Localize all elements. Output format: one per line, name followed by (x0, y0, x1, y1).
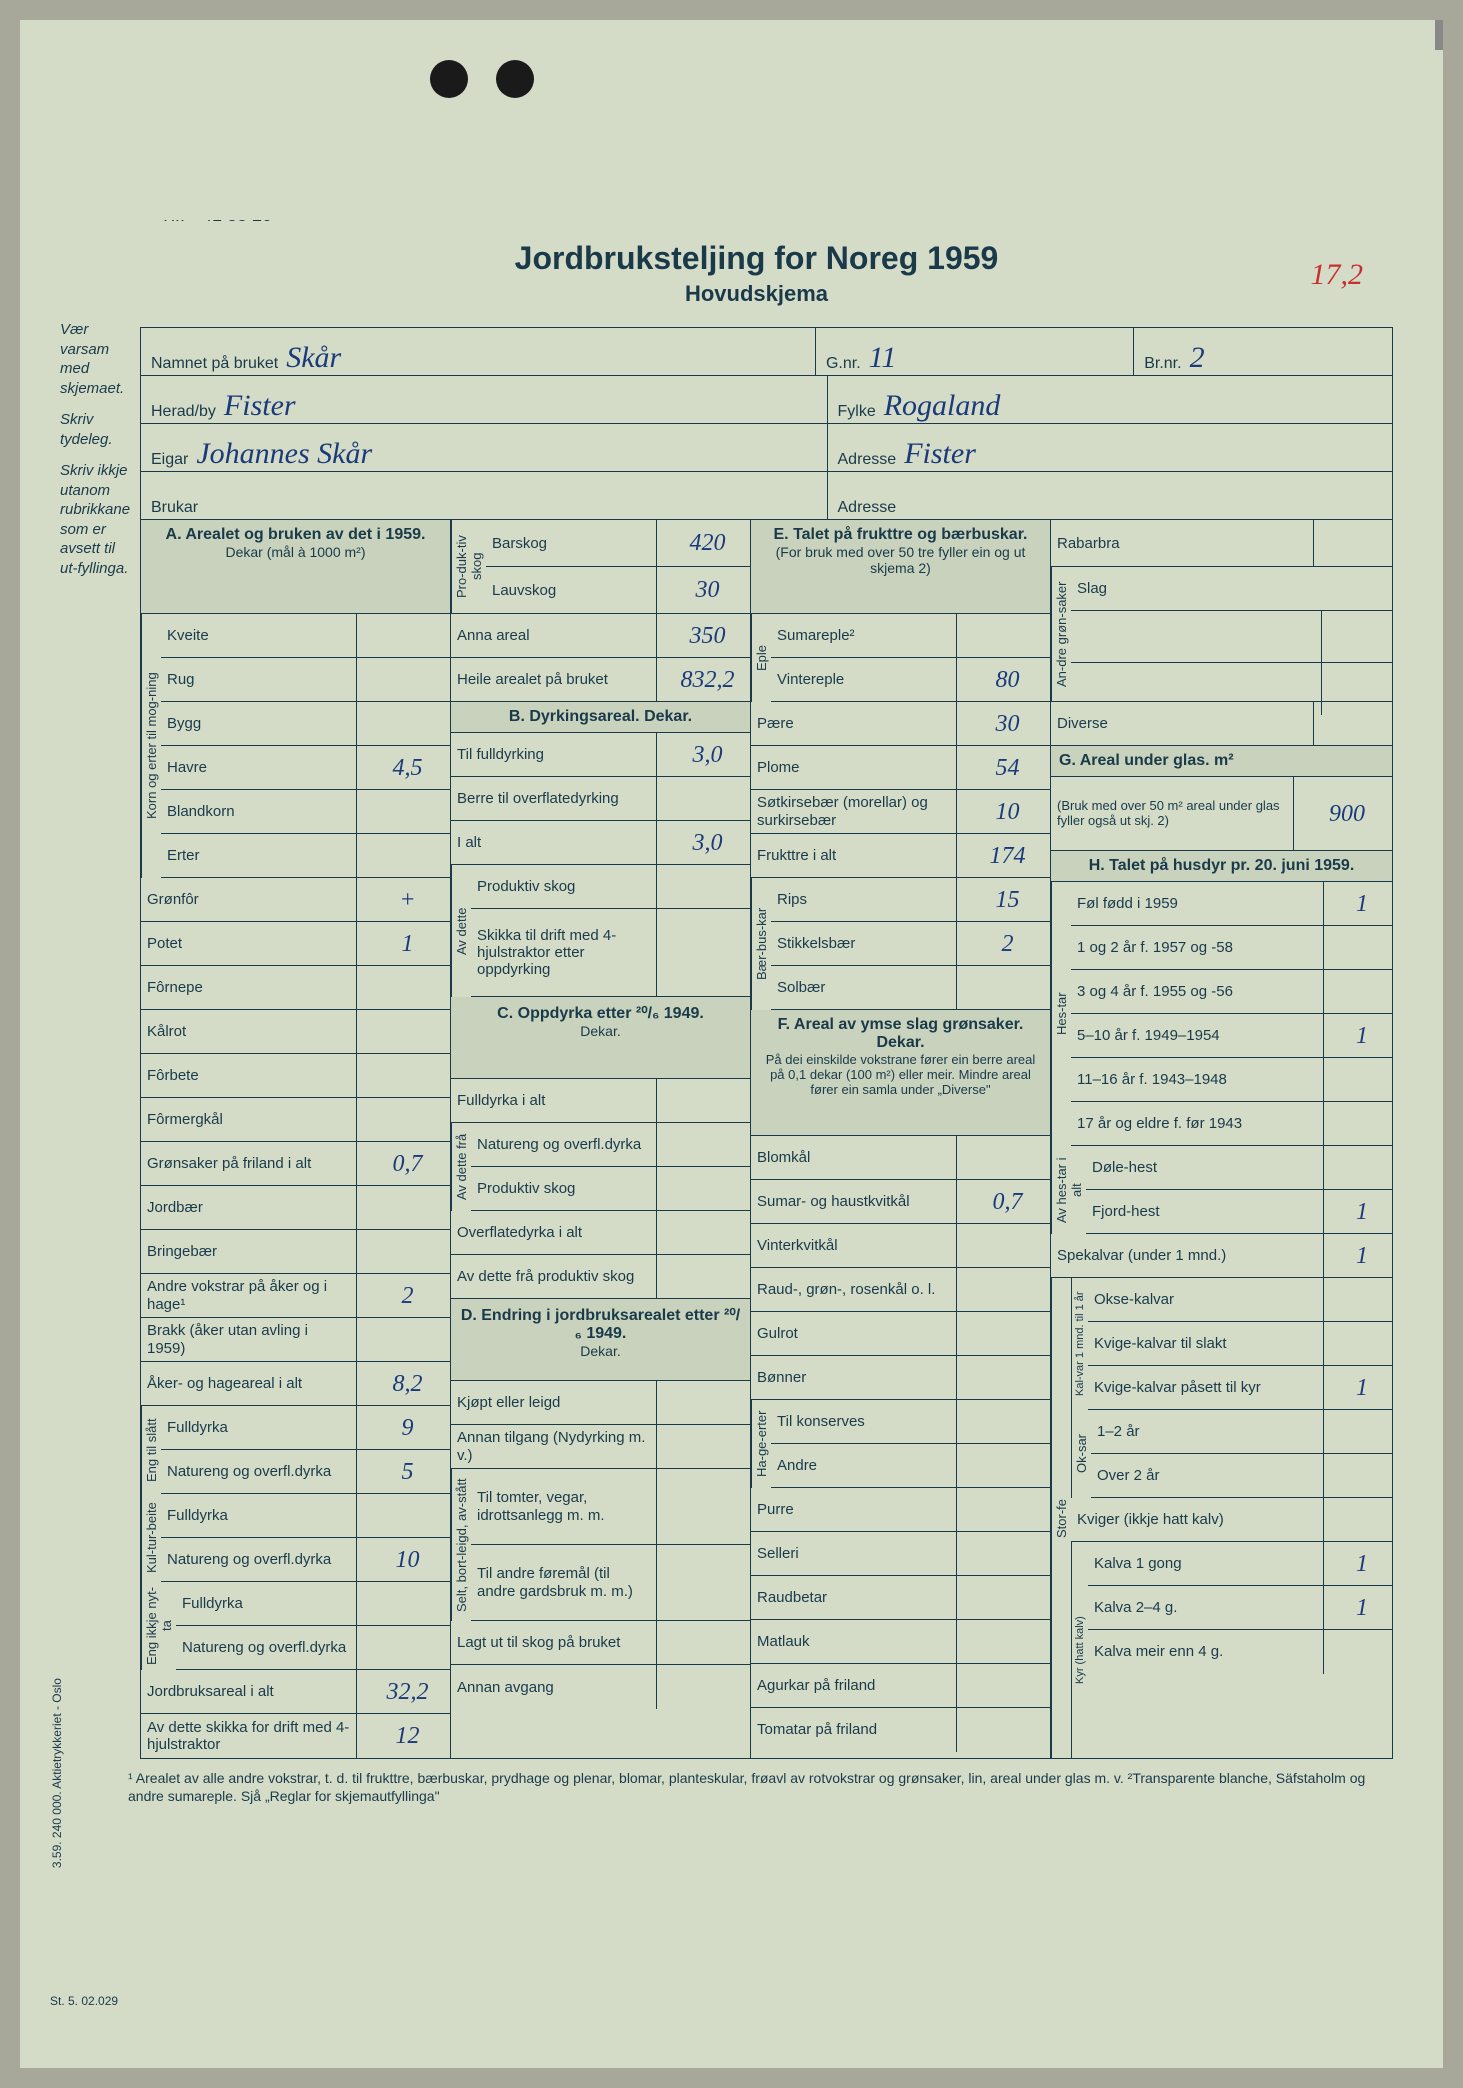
farm-name-value: Skår (286, 343, 341, 373)
adresse-value: Fister (904, 439, 976, 469)
section-bcd: Pro-duk-tiv skog Barskog420 Lauvskog30 A… (451, 520, 751, 1758)
side-print: 3.59. 240 000. Aktietrykkeriet - Oslo (50, 1678, 64, 1868)
form-code: St. 5. 02.029 (50, 1994, 118, 2008)
gnr-value: 11 (869, 343, 897, 373)
paper-notch (20, 20, 430, 220)
fylke-value: Rogaland (884, 391, 1001, 421)
form-page: Statistisk Sentralbyrå Dronningensgt. 16… (20, 20, 1443, 2068)
main-grid: A. Arealet og bruken av det i 1959. Deka… (141, 520, 1392, 1758)
form-area: Namnet på bruket Skår G.nr. 11 Br.nr. 2 … (140, 327, 1393, 1759)
section-a: A. Arealet og bruken av det i 1959. Deka… (141, 520, 451, 1758)
form-title: Jordbruksteljing for Noreg 1959 (120, 240, 1393, 277)
instructions-sidebar: Vær varsam med skjemaet. Skriv tydeleg. … (60, 320, 130, 590)
red-number: 17,2 (1311, 260, 1364, 290)
glas-value: 900 (1302, 777, 1392, 850)
title-block: Jordbruksteljing for Noreg 1959 Hovudskj… (120, 240, 1393, 307)
footnote: ¹ Arealet av alle andre vokstrar, t. d. … (120, 1759, 1393, 1805)
corner-shadow (1435, 20, 1443, 50)
form-subtitle: Hovudskjema (120, 281, 1393, 307)
section-gh: Rabarbra An-dre grøn-saker Slag Diverse … (1051, 520, 1392, 1758)
herad-value: Fister (224, 391, 296, 421)
brnr-value: 2 (1190, 343, 1205, 373)
eigar-value: Johannes Skår (196, 439, 372, 469)
section-ef: E. Talet på frukttre og bærbuskar. (For … (751, 520, 1051, 1758)
header-fields: Namnet på bruket Skår G.nr. 11 Br.nr. 2 … (141, 328, 1392, 520)
